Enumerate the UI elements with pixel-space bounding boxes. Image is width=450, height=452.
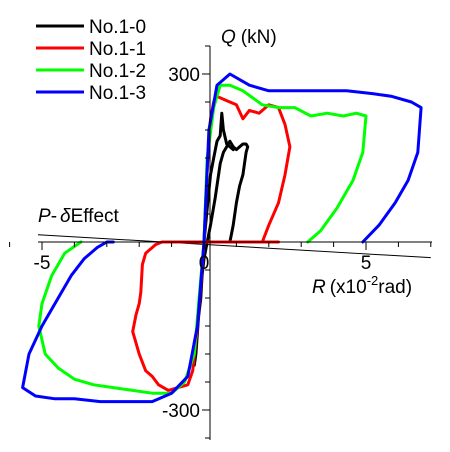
x-axis-label-exponent: -2 [367, 273, 379, 288]
p-delta-effect-word: Effect [71, 206, 120, 227]
series-line-no-1-3 [21, 72, 423, 404]
x-tick-label-0: 0 [199, 253, 210, 274]
p-delta-effect-label: P-δEffect [38, 206, 120, 227]
legend-label-no-1-2: No.1-2 [89, 61, 146, 82]
series-line-no-1-0 [191, 111, 250, 367]
p-delta-effect-layer: P-δEffect [37, 206, 431, 259]
x-axis-label-unit-end: rad) [378, 277, 412, 298]
x-tick-label-5: 5 [361, 253, 372, 274]
p-delta-delta: δ [60, 206, 71, 227]
y-tick-label-300: 300 [168, 65, 200, 86]
p-delta-effect-line [37, 234, 431, 259]
axes-layer: -5 0 5 -300 300 Q (kN) R (x10-2rad) [9, 27, 432, 440]
legend-label-no-1-3: No.1-3 [89, 83, 146, 104]
x-tick-label--5: -5 [34, 253, 51, 274]
x-axis-label-unit: (x10 [330, 277, 367, 298]
y-axis-label-var: Q [221, 27, 236, 48]
legend: No.1-0No.1-1No.1-2No.1-3 [36, 17, 146, 104]
y-axis-label: Q (kN) [221, 27, 277, 48]
y-axis-label-unit: (kN) [241, 27, 277, 48]
p-delta-p: P [38, 206, 51, 227]
p-delta-dash: - [51, 206, 57, 227]
x-axis-label-var: R [312, 277, 326, 298]
series-line-no-1-1 [131, 94, 292, 392]
y-tick-label--300: -300 [162, 401, 200, 422]
x-axis-label: R (x10-2rad) [312, 273, 412, 298]
series-line-no-1-2 [37, 83, 368, 395]
legend-label-no-1-0: No.1-0 [89, 17, 146, 38]
legend-label-no-1-1: No.1-1 [89, 39, 146, 60]
